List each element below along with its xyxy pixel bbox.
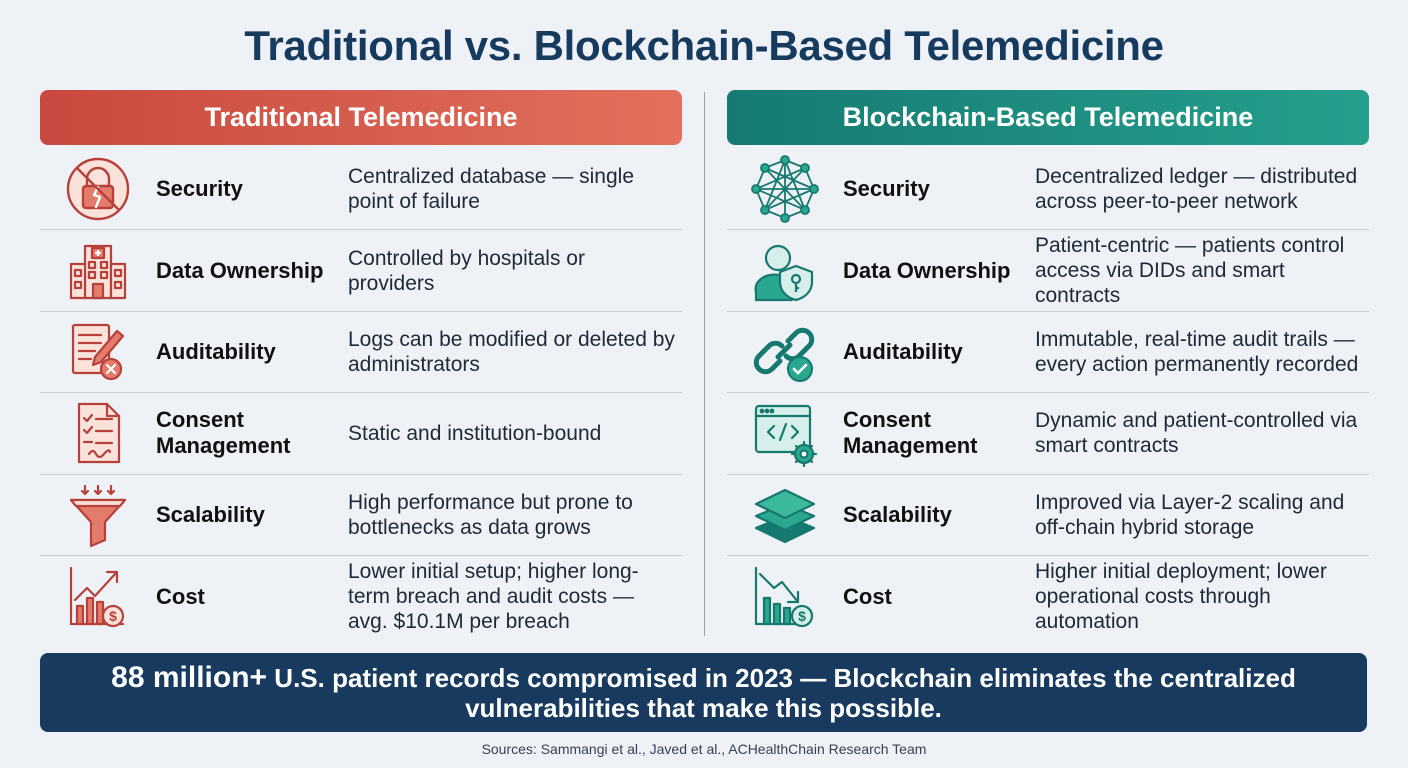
funnel-icon [40,480,156,550]
criterion-label: Consent Management [843,407,978,459]
criterion-label: Scalability [843,501,952,527]
criterion-description: Controlled by hospitals or providers [348,246,585,295]
criterion-label: Cost [843,583,892,609]
comparison-row: $ Cost Lower initial setup; higher long-… [40,556,682,637]
criterion-description: Static and institution-bound [348,421,602,445]
statistic-banner: 88 million+ U.S. patient records comprom… [40,653,1367,732]
page-title: Traditional vs. Blockchain-Based Telemed… [244,22,1164,69]
criterion-label: Cost [156,583,205,609]
comparison-row: $ Cost Higher initial deployment; lower … [727,556,1369,637]
criterion-label: Security [156,176,243,202]
comparison-row: Consent Management Dynamic and patient-c… [727,393,1369,475]
blockchain-column: Blockchain-Based Telemedicine Security [727,90,1369,637]
comparison-row: Scalability Improved via Layer-2 scaling… [727,475,1369,556]
traditional-header: Traditional Telemedicine [40,90,682,145]
criterion-label: Data Ownership [156,257,324,283]
chain-link-check-icon [727,317,843,387]
criterion-description: Decentralized ledger — distributed acros… [1035,165,1358,214]
criterion-label: Scalability [156,501,265,527]
hospital-icon [40,236,156,306]
traditional-column: Traditional Telemedicine Security Centra… [40,90,682,637]
code-window-gear-icon [727,398,843,468]
column-divider [704,92,705,636]
falling-cost-chart-icon: $ [727,562,843,632]
criterion-description: Lower initial setup; higher long-term br… [348,560,639,634]
network-nodes-icon [727,154,843,224]
banner-highlight: 88 million+ [111,660,268,694]
criterion-description: Higher initial deployment; lower operati… [1035,560,1327,634]
comparison-row: Data Ownership Controlled by hospitals o… [40,230,682,312]
user-shield-key-icon [727,236,843,306]
criterion-label: Data Ownership [843,257,1011,283]
edited-document-x-icon [40,317,156,387]
checklist-form-icon [40,398,156,468]
criterion-description: Patient-centric — patients control acces… [1035,234,1345,308]
criterion-description: High performance but prone to bottleneck… [348,490,633,539]
blockchain-header: Blockchain-Based Telemedicine [727,90,1369,145]
layer-stack-icon [727,480,843,550]
criterion-description: Logs can be modified or deleted by admin… [348,327,675,376]
comparison-row: Auditability Logs can be modified or del… [40,312,682,394]
sources-footnote: Sources: Sammangi et al., Javed et al., … [481,741,927,757]
svg-text:$: $ [798,608,806,624]
criterion-description: Immutable, real-time audit trails — ever… [1035,327,1359,376]
banner-text: U.S. patient records compromised in 2023… [267,662,1296,723]
criterion-label: Security [843,176,930,202]
comparison-row: Consent Management Static and institutio… [40,393,682,475]
comparison-row: Scalability High performance but prone t… [40,475,682,556]
criterion-label: Auditability [843,338,963,364]
criterion-description: Centralized database — single point of f… [348,165,635,214]
criterion-label: Auditability [156,338,276,364]
comparison-row: Security Centralized database — single p… [40,149,682,231]
comparison-row: Security Decentralized ledger — distribu… [727,149,1369,231]
criterion-label: Consent Management [156,407,291,459]
criterion-description: Improved via Layer-2 scaling and off-cha… [1035,490,1345,539]
svg-text:$: $ [109,608,117,624]
comparison-row: Data Ownership Patient-centric — patient… [727,230,1369,312]
broken-lock-icon [40,154,156,224]
comparison-row: Auditability Immutable, real-time audit … [727,312,1369,394]
rising-cost-chart-icon: $ [40,562,156,632]
criterion-description: Dynamic and patient-controlled via smart… [1035,409,1358,458]
